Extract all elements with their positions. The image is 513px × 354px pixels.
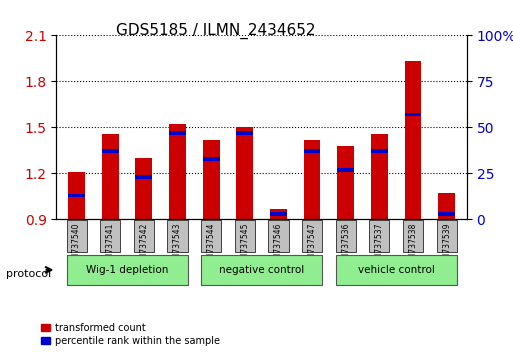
- Text: GSM737543: GSM737543: [173, 222, 182, 269]
- FancyBboxPatch shape: [403, 221, 423, 252]
- Text: negative control: negative control: [219, 265, 304, 275]
- Bar: [338, 168, 354, 172]
- Text: GSM737539: GSM737539: [442, 222, 451, 269]
- Bar: [405, 62, 421, 219]
- Bar: [438, 193, 455, 219]
- Text: GSM737542: GSM737542: [140, 222, 148, 269]
- Text: GSM737540: GSM737540: [72, 222, 81, 269]
- FancyBboxPatch shape: [369, 221, 389, 252]
- Text: GSM737547: GSM737547: [308, 222, 317, 269]
- Bar: [68, 194, 85, 198]
- Text: GSM737544: GSM737544: [207, 222, 215, 269]
- Bar: [203, 157, 220, 161]
- Text: vehicle control: vehicle control: [358, 265, 435, 275]
- Legend: transformed count, percentile rank within the sample: transformed count, percentile rank withi…: [41, 323, 221, 346]
- Text: GDS5185 / ILMN_2434652: GDS5185 / ILMN_2434652: [116, 23, 315, 39]
- Bar: [338, 146, 354, 219]
- Bar: [135, 175, 152, 179]
- Bar: [102, 133, 119, 219]
- Text: Wig-1 depletion: Wig-1 depletion: [86, 265, 168, 275]
- Bar: [169, 124, 186, 219]
- Bar: [169, 131, 186, 135]
- FancyBboxPatch shape: [134, 221, 154, 252]
- Bar: [236, 127, 253, 219]
- Bar: [102, 149, 119, 153]
- Bar: [236, 131, 253, 135]
- FancyBboxPatch shape: [302, 221, 322, 252]
- Text: GSM737545: GSM737545: [240, 222, 249, 269]
- FancyBboxPatch shape: [100, 221, 121, 252]
- Bar: [135, 158, 152, 219]
- FancyBboxPatch shape: [201, 221, 221, 252]
- Bar: [405, 113, 421, 116]
- FancyBboxPatch shape: [67, 256, 188, 285]
- Bar: [371, 133, 388, 219]
- FancyBboxPatch shape: [67, 221, 87, 252]
- Bar: [304, 149, 321, 153]
- Bar: [270, 209, 287, 219]
- FancyBboxPatch shape: [167, 221, 188, 252]
- Text: GSM737538: GSM737538: [408, 222, 418, 269]
- Bar: [438, 212, 455, 216]
- FancyBboxPatch shape: [268, 221, 288, 252]
- Text: protocol: protocol: [6, 269, 51, 279]
- Text: GSM737546: GSM737546: [274, 222, 283, 269]
- FancyBboxPatch shape: [235, 221, 255, 252]
- Text: GSM737537: GSM737537: [375, 222, 384, 269]
- Bar: [371, 149, 388, 153]
- Bar: [203, 140, 220, 219]
- FancyBboxPatch shape: [336, 221, 356, 252]
- FancyBboxPatch shape: [437, 221, 457, 252]
- FancyBboxPatch shape: [201, 256, 322, 285]
- Bar: [304, 140, 321, 219]
- Text: GSM737536: GSM737536: [341, 222, 350, 269]
- Bar: [270, 212, 287, 216]
- FancyBboxPatch shape: [336, 256, 457, 285]
- Text: GSM737541: GSM737541: [106, 222, 115, 269]
- Bar: [68, 172, 85, 219]
